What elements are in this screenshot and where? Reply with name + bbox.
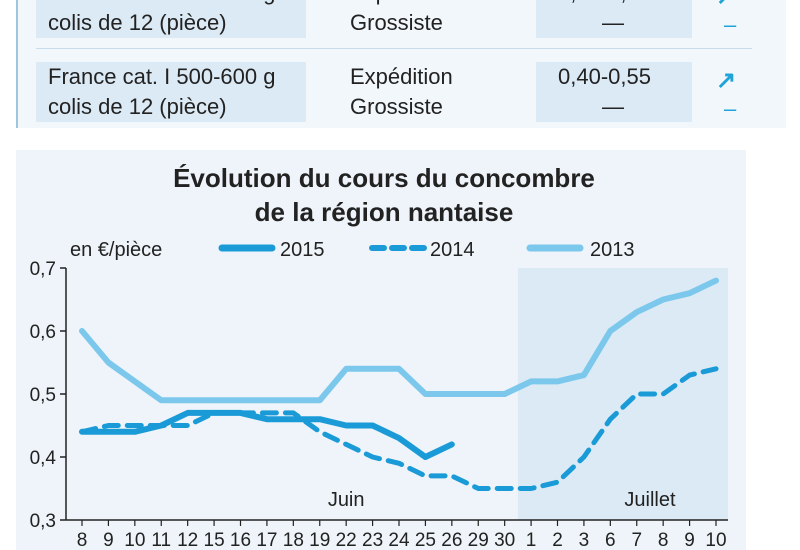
- x-tick-label: 19: [309, 530, 330, 550]
- product-cell: France cat. I 500-600 g colis de 12 (piè…: [36, 62, 306, 122]
- x-tick-label: 16: [230, 530, 251, 550]
- legend: 2015 2014 2013: [218, 239, 635, 261]
- row-divider: [36, 48, 752, 49]
- price-cell: 0,40-0,50 —: [536, 0, 692, 38]
- price-grossiste: —: [602, 10, 624, 35]
- series-line-2015: [79, 409, 455, 460]
- table-row: France cat. I 400-500 g colis de 12 (piè…: [18, 0, 786, 38]
- x-tick-label: 7: [631, 530, 642, 550]
- product-name: France cat. I 500-600 g: [48, 64, 276, 89]
- trend-dash: –: [724, 96, 737, 121]
- product-packaging: colis de 12 (pièce): [48, 10, 227, 35]
- x-tick-label: 1: [526, 530, 537, 550]
- series-line-2014: [79, 366, 719, 491]
- x-tick-label: 2: [552, 530, 563, 550]
- x-tick-label: 22: [336, 530, 357, 550]
- table-row: France cat. I 500-600 g colis de 12 (piè…: [18, 62, 786, 122]
- y-tick-label: 0,3: [30, 511, 56, 532]
- stage-cell: Expédition Grossiste: [308, 62, 534, 122]
- y-axis-unit-label: en €/pièce: [70, 239, 162, 261]
- month-label: Juillet: [624, 489, 676, 511]
- legend-label-2014: 2014: [430, 239, 475, 261]
- x-tick-label: 9: [103, 530, 114, 550]
- stage-expedition: Expédition: [350, 64, 453, 89]
- stage-cell: Expédition Grossiste: [308, 0, 534, 38]
- price-cell: 0,40-0,55 —: [536, 62, 692, 122]
- x-tick-label: 29: [468, 530, 489, 550]
- price-expedition: 0,40-0,55: [558, 64, 651, 89]
- x-tick-label: 30: [494, 530, 515, 550]
- stage-expedition: Expédition: [350, 0, 453, 8]
- price-expedition: 0,40-0,50: [558, 0, 651, 8]
- chart-title-line2: de la région nantaise: [255, 197, 514, 227]
- trend-up-icon: ↗: [716, 67, 737, 94]
- x-axis: 8 9 10 11 12 15 16 17 18 19 22 23 24 25 26 29 30 1 2 3 6 7 8 9 1…: [66, 519, 728, 550]
- trend-cell: ↗ –: [694, 0, 752, 38]
- july-shaded-area: [517, 268, 728, 520]
- stage-grossiste: Grossiste: [350, 10, 443, 35]
- trend-dash: –: [724, 12, 737, 37]
- legend-label-2013: 2013: [590, 239, 635, 261]
- x-tick-label: 9: [684, 530, 695, 550]
- x-tick-label: 8: [658, 530, 669, 550]
- y-tick-label: 0,4: [30, 448, 57, 469]
- x-tick-label: 18: [283, 530, 304, 550]
- y-tick-label: 0,6: [30, 322, 56, 343]
- x-tick-label: 26: [441, 530, 462, 550]
- x-tick-label: 6: [605, 530, 616, 550]
- y-axis: 0,3 0,4 0,5 0,6 0,7: [30, 259, 67, 532]
- x-tick-label: 12: [177, 530, 198, 550]
- y-tick-label: 0,5: [30, 385, 56, 406]
- legend-label-2015: 2015: [280, 239, 325, 261]
- x-tick-label: 24: [388, 530, 410, 550]
- month-labels: Juin Juillet: [328, 489, 676, 511]
- trend-cell: ↗ –: [694, 62, 752, 122]
- product-cell: France cat. I 400-500 g colis de 12 (piè…: [36, 0, 306, 38]
- x-tick-label: 11: [151, 530, 171, 550]
- x-tick-label: 10: [124, 530, 145, 550]
- x-tick-label: 17: [256, 530, 277, 550]
- trend-up-icon: ↗: [716, 0, 736, 11]
- price-table: France cat. I 400-500 g colis de 12 (piè…: [16, 0, 786, 128]
- chart-title-line1: Évolution du cours du concombre: [173, 163, 595, 193]
- product-name: France cat. I 400-500 g: [48, 0, 275, 8]
- y-tick-label: 0,7: [30, 259, 56, 280]
- price-grossiste: —: [602, 94, 624, 119]
- series-lines: [79, 277, 719, 491]
- series-line-2013: [79, 277, 719, 404]
- month-label: Juin: [328, 489, 365, 511]
- product-packaging: colis de 12 (pièce): [48, 94, 227, 119]
- x-tick-label: 15: [204, 530, 225, 550]
- x-tick-label: 3: [579, 530, 590, 550]
- x-tick-label: 25: [415, 530, 436, 550]
- x-tick-label: 8: [77, 530, 88, 550]
- stage-grossiste: Grossiste: [350, 94, 443, 119]
- x-tick-label: 23: [362, 530, 383, 550]
- x-tick-label: 10: [705, 530, 726, 550]
